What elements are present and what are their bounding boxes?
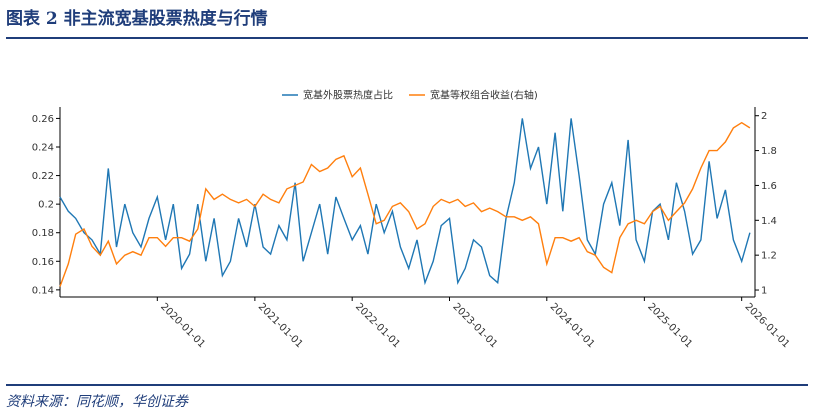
x-tick-label: 2026-01-01: [743, 301, 792, 350]
legend-label: 宽基外股票热度占比: [303, 89, 393, 102]
x-tick-label: 2023-01-01: [450, 301, 499, 350]
rule: [6, 37, 808, 39]
y2-tick-label: 2: [761, 111, 767, 122]
x-tick-label: 2025-01-01: [645, 301, 694, 350]
series-line: [59, 118, 751, 286]
y2-tick-label: 1: [761, 286, 767, 297]
legend-label: 宽基等权组合收益(右轴): [430, 89, 538, 102]
x-tick-label: 2022-01-01: [353, 301, 402, 350]
rule: [6, 384, 808, 386]
x-tick-label: 2024-01-01: [548, 301, 597, 350]
y-tick-label: 0.16: [32, 257, 54, 268]
title: 图表 2 非主流宽基股票热度与行情: [6, 9, 268, 29]
y2-tick-label: 1.4: [761, 216, 777, 227]
y-tick-label: 0.18: [32, 228, 54, 239]
y2-tick-label: 1.2: [761, 251, 777, 262]
y2-tick-label: 1.6: [761, 181, 777, 192]
x-tick-label: 2021-01-01: [256, 301, 305, 350]
y-tick-label: 0.22: [32, 171, 54, 182]
y-tick-label: 0.26: [32, 114, 54, 125]
source: 资料来源：同花顺，华创证券: [6, 394, 188, 410]
y-tick-label: 0.2: [38, 200, 54, 211]
series-line: [59, 121, 751, 287]
y-tick-label: 0.24: [32, 143, 54, 154]
chart: 0.14 0.16 0.18 0.2 0.22 0.24 0.26 1 1.2 1.4 1.6 1.8…: [32, 89, 792, 351]
x-tick-label: 2020-01-01: [158, 301, 207, 350]
y2-tick-label: 1.8: [761, 146, 777, 157]
y-tick-label: 0.14: [32, 285, 54, 296]
